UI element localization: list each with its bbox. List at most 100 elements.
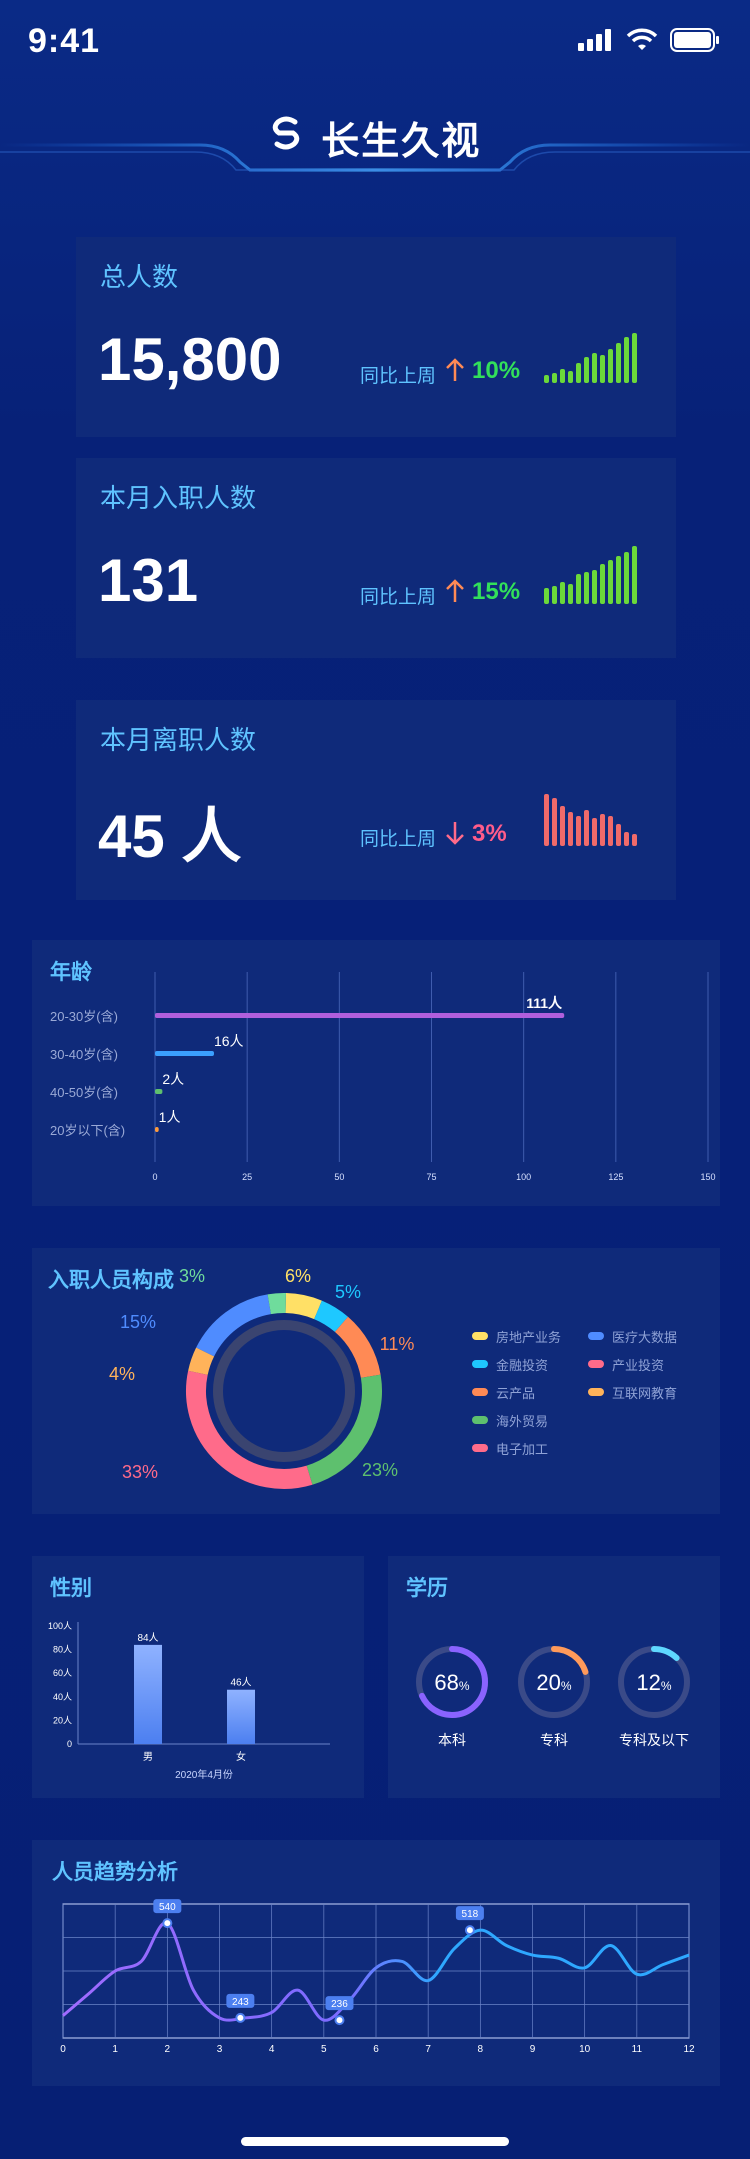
education-value-number: 20 bbox=[536, 1670, 560, 1695]
kpi-card-title: 本月离职人数 bbox=[100, 725, 257, 755]
composition-legend: 房地产业务 医疗大数据 金融投资 产业投资 云产品 互联网教育 海外贸易 电子加工 bbox=[472, 1328, 712, 1457]
legend-swatch bbox=[588, 1332, 604, 1340]
trend-title: 人员趋势分析 bbox=[52, 1861, 178, 1884]
kpi-spark-bar bbox=[568, 371, 573, 383]
kpi-card-value: 15,800 bbox=[98, 326, 282, 393]
gender-data-label: 84人 bbox=[137, 1632, 158, 1644]
education-value-unit: % bbox=[561, 1679, 572, 1693]
age-xtick-label: 150 bbox=[700, 1172, 715, 1182]
trend-xtick-label: 10 bbox=[579, 2044, 591, 2055]
age-bar bbox=[155, 1013, 565, 1018]
donut-slice bbox=[306, 1374, 382, 1485]
legend-swatch bbox=[472, 1388, 488, 1396]
trend-xtick-label: 9 bbox=[530, 2044, 536, 2055]
education-ring-progress bbox=[618, 1646, 690, 1718]
gender-ytick-label: 80人 bbox=[53, 1645, 72, 1655]
arrow-down-icon bbox=[446, 822, 464, 845]
age-title: 年龄 bbox=[50, 961, 92, 984]
kpi-spark-bar bbox=[600, 814, 605, 846]
kpi-spark-bar bbox=[560, 582, 565, 604]
arrow-up-icon bbox=[446, 579, 464, 602]
donut-slice bbox=[188, 1347, 215, 1376]
trend-xtick-label: 8 bbox=[478, 2044, 484, 2055]
gender-category-label: 女 bbox=[236, 1750, 246, 1763]
kpi-spark-bar bbox=[592, 353, 597, 383]
education-value-number: 12 bbox=[636, 1670, 660, 1695]
trend-annotation-label: 540 bbox=[159, 1902, 176, 1913]
trend-point bbox=[162, 1918, 173, 1929]
donut-slice bbox=[313, 1300, 348, 1333]
age-xtick-label: 50 bbox=[334, 1172, 344, 1182]
age-category-label: 30-40岁(含) bbox=[50, 1047, 118, 1062]
legend-item bbox=[588, 1412, 708, 1428]
legend-item: 云产品 bbox=[472, 1384, 584, 1401]
age-bar bbox=[155, 1051, 214, 1056]
age-xtick-label: 100 bbox=[516, 1172, 531, 1182]
legend-swatch bbox=[472, 1332, 488, 1340]
age-bar bbox=[155, 1089, 163, 1094]
legend-label: 房地产业务 bbox=[496, 1329, 562, 1345]
legend-label: 海外贸易 bbox=[496, 1413, 549, 1429]
legend-label: 产业投资 bbox=[612, 1357, 665, 1373]
donut-slice bbox=[285, 1293, 322, 1320]
legend-item: 产业投资 bbox=[588, 1356, 708, 1373]
legend-swatch bbox=[588, 1388, 604, 1396]
age-chart: 0 25 50 75 100 125 150 20-30岁(含) 111人 30-40岁(含) 16… bbox=[50, 972, 716, 1182]
arrow-path bbox=[446, 579, 464, 602]
trend-xtick-label: 7 bbox=[425, 2044, 431, 2055]
donut-slice-label: 33% bbox=[122, 1462, 158, 1482]
trend-annotation-badge bbox=[153, 1899, 182, 1914]
kpi-spark-bar bbox=[552, 586, 557, 604]
trend-annotation-label: 518 bbox=[462, 1909, 479, 1920]
donut-slice-label: 23% bbox=[362, 1460, 398, 1480]
education-label: 专科及以下 bbox=[619, 1732, 689, 1748]
donut-slice bbox=[334, 1316, 381, 1379]
education-item: 68% 本科 bbox=[402, 1642, 502, 1762]
legend-item: 海外贸易 bbox=[472, 1412, 584, 1429]
kpi-spark-bar bbox=[600, 355, 605, 383]
gender-data-label: 46人 bbox=[230, 1677, 251, 1689]
header-frame bbox=[0, 143, 750, 172]
app-logo-icon bbox=[269, 116, 303, 160]
kpi-card-title: 本月入职人数 bbox=[100, 483, 257, 513]
kpi-spark-bar bbox=[608, 816, 613, 846]
kpi-compare-label: 同比上周 bbox=[360, 587, 437, 608]
kpi-card: 本月离职人数 45 人 同比上周 3% bbox=[76, 700, 676, 900]
legend-item: 互联网教育 bbox=[588, 1384, 708, 1401]
trend-annotation-badge bbox=[325, 1996, 354, 2011]
kpi-spark-bar bbox=[576, 574, 581, 604]
trend-annotation-badge bbox=[226, 1993, 255, 2008]
gender-ytick-label: 0 bbox=[67, 1739, 72, 1749]
composition-title: 入职人员构成 bbox=[48, 1269, 174, 1292]
kpi-percent: 3% bbox=[472, 820, 507, 847]
education-ring-value: 68% bbox=[434, 1670, 469, 1695]
education-ring: 12% bbox=[618, 1646, 690, 1718]
donut-inner-ring bbox=[213, 1320, 355, 1462]
donut-slice bbox=[186, 1370, 313, 1489]
trend-xtick-label: 6 bbox=[373, 2044, 379, 2055]
education-label: 本科 bbox=[438, 1732, 466, 1748]
age-data-label: 1人 bbox=[159, 1109, 181, 1125]
kpi-spark-bar bbox=[624, 337, 629, 383]
gender-panel: 性别 0 20人 40人 60人 80人 100人 84人男 46人女 2020年4月份 bbox=[32, 1556, 364, 1798]
legend-item: 电子加工 bbox=[472, 1440, 584, 1457]
donut-slice bbox=[267, 1293, 286, 1315]
arrow-up-icon bbox=[446, 358, 464, 381]
kpi-percent: 10% bbox=[472, 357, 521, 384]
legend-swatch bbox=[472, 1444, 488, 1452]
age-xtick-label: 25 bbox=[242, 1172, 252, 1182]
education-ring: 20% bbox=[518, 1646, 590, 1718]
age-data-label: 2人 bbox=[162, 1071, 184, 1087]
legend-swatch bbox=[588, 1360, 604, 1368]
kpi-card: 本月入职人数 131 同比上周 15% bbox=[76, 458, 676, 658]
kpi-spark-bar bbox=[600, 564, 605, 604]
age-data-label: 111人 bbox=[526, 995, 563, 1011]
home-indicator[interactable] bbox=[241, 2137, 509, 2146]
education-panel: 学历 68% 本科 20% 专科 12% 专科及以下 bbox=[388, 1556, 720, 1798]
trend-annotation-label: 236 bbox=[331, 1999, 348, 2010]
kpi-sparkbars bbox=[544, 546, 637, 604]
kpi-card-title: 总人数 bbox=[100, 262, 179, 292]
legend-label: 电子加工 bbox=[496, 1441, 549, 1457]
kpi-sparkbars bbox=[544, 333, 637, 383]
